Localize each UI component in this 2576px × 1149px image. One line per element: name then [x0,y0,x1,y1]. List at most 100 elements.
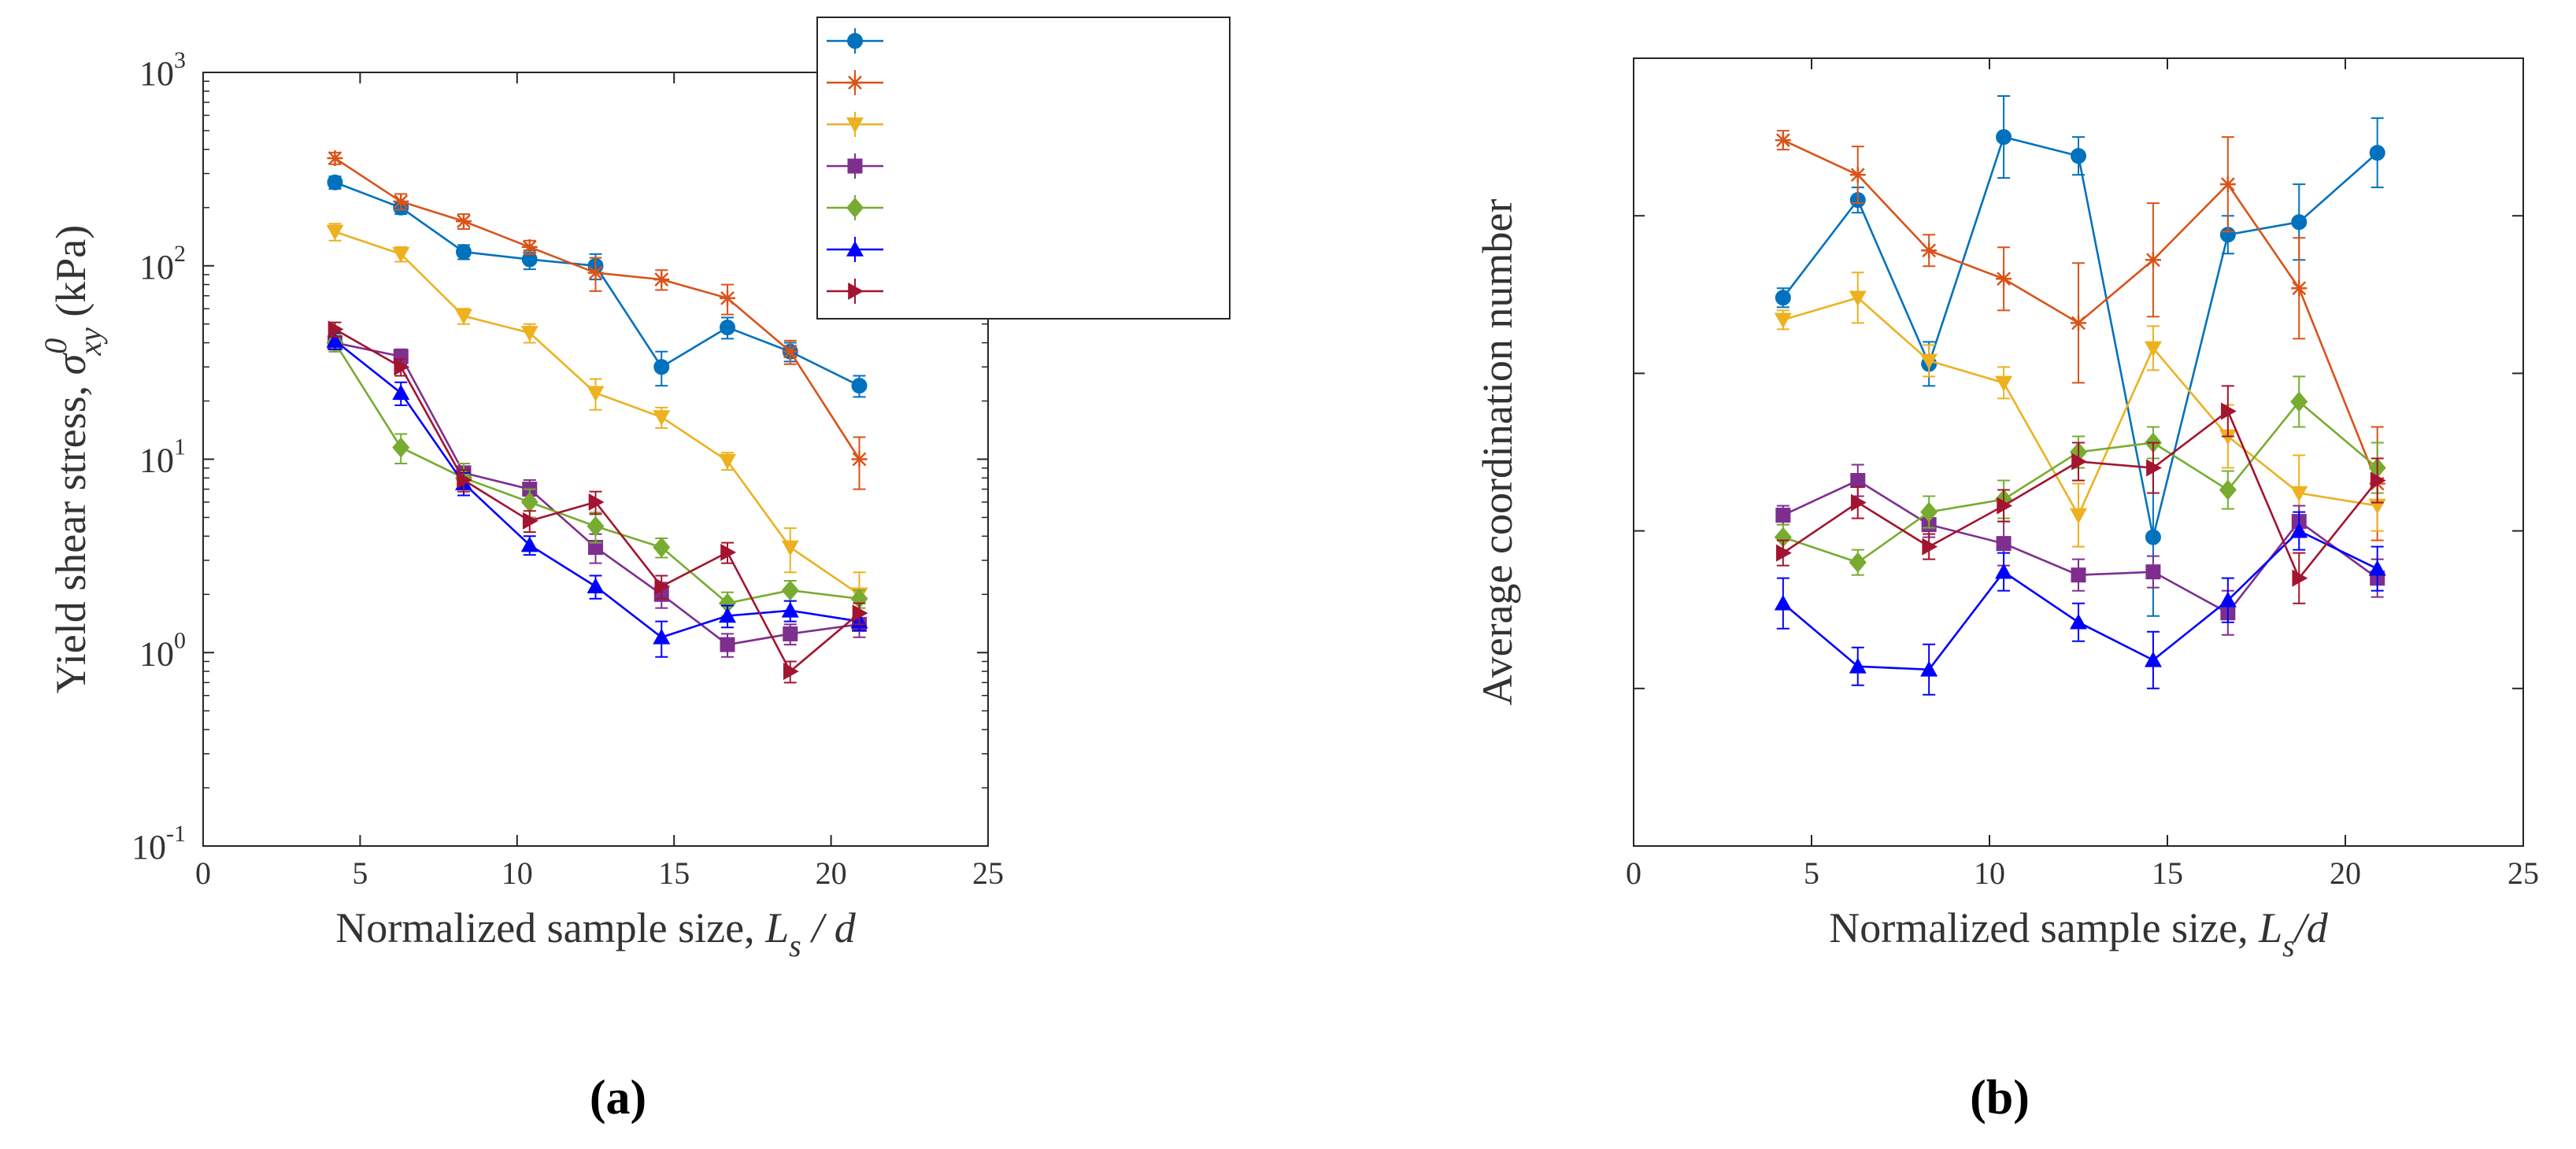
data-point [1996,271,2012,287]
legend-marker [847,75,863,91]
legend-marker [846,241,864,257]
y-tick-label: 10-1 [131,821,186,866]
data-point [2219,479,2237,501]
data-point [851,378,868,394]
data-point [2290,486,2308,502]
x-tick-label: 0 [1626,855,1641,891]
data-point [720,543,736,561]
data-point [1997,497,2013,515]
data-point [1850,493,1867,512]
data-point [2219,176,2236,193]
data-point [851,451,868,467]
series-line [334,157,861,460]
x-axis-label: Normalized sample size, Ls / d [335,904,856,963]
data-point [327,150,343,167]
legend-marker [846,198,864,218]
legend-item [827,112,883,137]
data-point [1920,353,1938,370]
data-point [783,663,799,681]
legend-marker [848,283,864,300]
y-axis-label: Yield shear stress, σ0xy (kPa) [38,225,108,694]
x-tick-label: 25 [2508,855,2539,891]
panel-label-b: (b) [1970,1071,2030,1125]
series-line [1782,135,2378,538]
x-tick-label: 5 [352,855,368,891]
data-point [1775,508,1791,523]
series-1 [1775,130,2385,541]
data-point [588,493,605,512]
series-line [1782,139,2378,485]
data-point [520,536,539,552]
series-5 [1774,511,2386,696]
data-point [718,593,736,614]
data-point [2071,567,2086,583]
data-point [2219,429,2237,445]
data-point [653,272,670,288]
data-point [2369,145,2385,161]
series-3 [327,334,867,658]
panel-label-a: (a) [590,1071,646,1125]
series-0 [1775,95,2385,617]
y-tick-label: 102 [139,241,186,286]
data-point [2146,459,2162,477]
data-point [2070,508,2087,524]
data-point [2291,214,2308,231]
data-point [1775,290,1791,306]
data-point [719,320,735,336]
x-tick-label: 20 [816,855,847,891]
data-point [521,238,538,255]
data-point [2291,280,2308,297]
data-point [1996,129,2012,146]
data-point [1776,544,1792,562]
series-2 [326,223,868,626]
x-tick-label: 0 [195,855,211,891]
legend-marker [847,33,863,49]
data-point [327,174,343,190]
legend-marker [846,117,864,133]
y-tick-label: 100 [139,627,186,673]
data-point [1995,563,2013,579]
plot-area-frame [1633,57,2524,847]
data-point [783,626,798,641]
data-point [2290,391,2308,412]
data-point [782,343,798,360]
data-point [456,213,472,230]
data-point [1774,312,1792,329]
data-point [653,359,670,375]
data-point [326,331,344,348]
legend-item [827,237,883,262]
data-point [653,410,671,427]
data-point [392,247,410,263]
series-line [335,181,861,387]
data-point [2071,148,2086,164]
data-point [1774,594,1792,611]
data-point [1920,501,1938,523]
series-4 [326,332,868,617]
data-point [781,580,799,601]
data-point [392,384,410,401]
series-line [1782,296,2378,518]
x-axis-label: Normalized sample size, Ls/d [1829,904,2328,963]
data-point [718,607,736,623]
data-point [457,471,473,490]
data-point [1922,538,1938,556]
data-point [2144,341,2162,357]
data-point [522,512,539,530]
data-point [393,194,409,210]
x-tick-label: 15 [2152,855,2183,891]
data-point [1920,660,1938,677]
data-point [2368,560,2386,576]
data-point [2145,529,2161,545]
legend-item [827,153,883,179]
data-point [2070,613,2087,630]
legend-marker [847,158,863,174]
data-point [456,244,472,260]
data-point [2071,315,2086,331]
data-point [654,578,671,596]
data-point [2144,651,2162,667]
data-point [2221,402,2237,420]
data-point [2071,453,2087,471]
y-tick-label: 101 [139,434,186,480]
data-point [2219,591,2237,608]
